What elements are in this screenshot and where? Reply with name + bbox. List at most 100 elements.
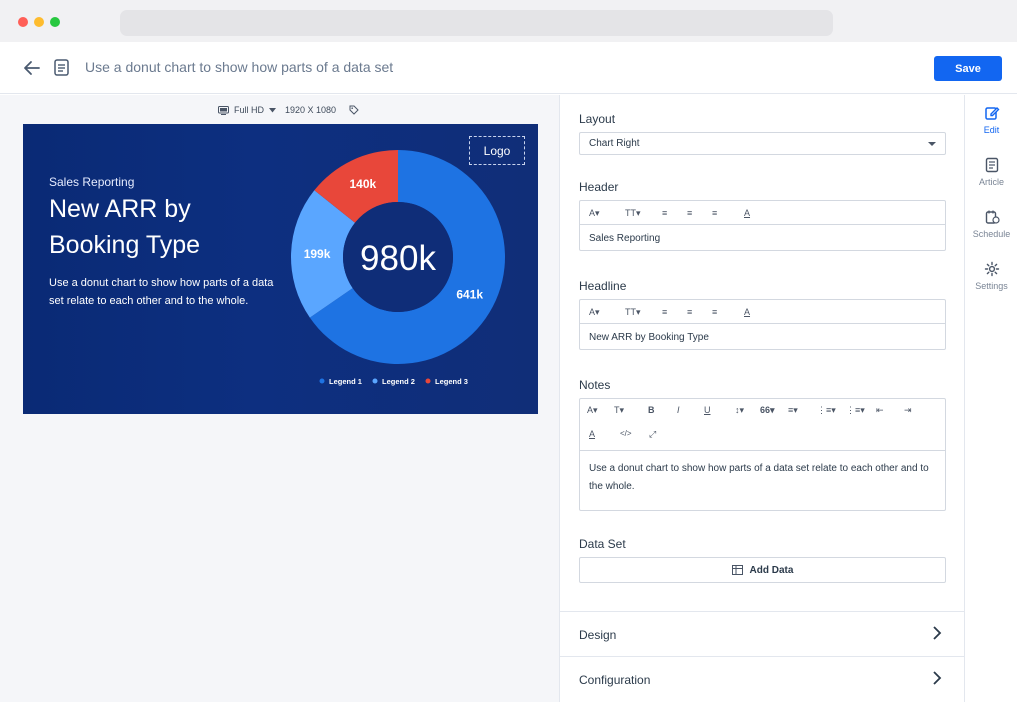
caret-down-icon — [928, 142, 936, 146]
maximize-window-button[interactable] — [50, 17, 60, 27]
settings-panel: Layout Chart Right Header A▾ TT▾ ≡ ≡ ≡ A… — [559, 95, 964, 702]
arrow-left-icon — [24, 61, 40, 75]
align-left-icon[interactable]: ≡ — [662, 307, 668, 317]
rail-article[interactable]: Article — [965, 157, 1017, 197]
app-header: Use a donut chart to show how parts of a… — [0, 42, 1017, 94]
slide-preview[interactable]: Sales Reporting New ARR by Booking Type … — [23, 124, 538, 414]
header-input[interactable]: Sales Reporting — [589, 233, 661, 244]
donut-slice-3 — [314, 150, 398, 223]
donut-hole — [343, 202, 453, 312]
headline-editor: A▾ TT▾ ≡ ≡ ≡ A New ARR by Booking Type — [579, 299, 946, 350]
dataset-label: Data Set — [579, 537, 626, 551]
legend-marker-2 — [372, 378, 378, 384]
font-family-button[interactable]: A▾ — [587, 405, 598, 415]
font-size-button[interactable]: TT▾ — [625, 208, 641, 218]
document-icon — [53, 58, 71, 78]
chevron-right-icon — [933, 671, 942, 685]
font-family-button[interactable]: A▾ — [589, 307, 600, 317]
align-button[interactable]: ≡▾ — [788, 405, 798, 415]
layout-select-value: Chart Right — [589, 138, 640, 149]
italic-button[interactable]: I — [677, 405, 680, 415]
layout-label: Layout — [579, 112, 616, 126]
resolution-dimensions: 1920 X 1080 — [285, 105, 337, 115]
align-center-icon[interactable]: ≡ — [687, 307, 693, 317]
rail-settings-label: Settings — [975, 281, 1008, 291]
unordered-list-icon[interactable]: ⋮≡▾ — [846, 405, 865, 415]
align-center-icon[interactable]: ≡ — [687, 208, 693, 218]
headline-toolbar: A▾ TT▾ ≡ ≡ ≡ A — [580, 300, 945, 324]
align-right-icon[interactable]: ≡ — [712, 307, 718, 317]
close-window-button[interactable] — [18, 17, 28, 27]
line-height-button[interactable]: ↕▾ — [735, 405, 745, 415]
header-label: Header — [579, 180, 619, 194]
legend-marker-3 — [425, 378, 431, 384]
rail-settings[interactable]: Settings — [965, 261, 1017, 301]
add-data-label: Add Data — [749, 564, 794, 576]
design-section[interactable]: Design — [560, 611, 964, 656]
headline-input[interactable]: New ARR by Booking Type — [589, 332, 709, 343]
header-toolbar: A▾ TT▾ ≡ ≡ ≡ A — [580, 201, 945, 225]
monitor-icon — [218, 105, 229, 115]
edit-icon — [984, 107, 999, 120]
header-editor: A▾ TT▾ ≡ ≡ ≡ A Sales Reporting — [579, 200, 946, 251]
right-rail: Edit Article Schedule — [964, 95, 1017, 702]
notes-input[interactable]: Use a donut chart to show how parts of a… — [589, 463, 929, 492]
document-title: Use a donut chart to show how parts of a… — [85, 59, 394, 75]
address-bar[interactable] — [120, 10, 833, 36]
legend-label-3: Legend 3 — [435, 377, 468, 386]
align-right-icon[interactable]: ≡ — [712, 208, 718, 218]
article-icon — [985, 157, 998, 173]
align-left-icon[interactable]: ≡ — [662, 208, 668, 218]
configuration-section[interactable]: Configuration — [560, 656, 964, 701]
donut-slice-1 — [309, 150, 505, 364]
quote-button[interactable]: 66▾ — [760, 405, 775, 415]
resolution-label: Full HD — [234, 105, 265, 115]
layout-select[interactable]: Chart Right — [579, 132, 946, 155]
back-button[interactable] — [20, 56, 44, 80]
resolution-selector[interactable]: Full HD 1920 X 1080 — [218, 103, 359, 117]
indent-icon[interactable]: ⇥ — [904, 405, 912, 415]
notes-toolbar: A▾ T▾ B I U ↕▾ 66▾ ≡▾ ⋮≡▾ ⋮≡▾ ⇤ ⇥ A </> … — [580, 399, 945, 451]
minimize-window-button[interactable] — [34, 17, 44, 27]
table-icon — [731, 565, 743, 575]
font-size-button[interactable]: TT▾ — [625, 307, 641, 317]
donut-center-value: 980k — [360, 239, 436, 278]
tag-icon[interactable] — [349, 105, 359, 115]
underline-button[interactable]: U — [704, 405, 711, 415]
legend-label-1: Legend 1 — [329, 377, 362, 386]
browser-titlebar — [0, 0, 1017, 42]
font-family-button[interactable]: A▾ — [589, 208, 600, 218]
text-color-icon[interactable]: A — [744, 208, 751, 218]
caret-down-icon — [269, 107, 277, 112]
headline-label: Headline — [579, 279, 627, 293]
save-button[interactable]: Save — [934, 56, 1002, 81]
text-color-icon[interactable]: A — [589, 429, 596, 439]
legend-label-2: Legend 2 — [382, 377, 415, 386]
donut-chart: 980k 641k 199k 140k Legend 1 Legend 2 Legend… — [290, 150, 505, 386]
ordered-list-icon[interactable]: ⋮≡▾ — [817, 405, 836, 415]
configuration-section-label: Configuration — [579, 673, 651, 687]
donut-slice-label-1: 641k — [456, 288, 483, 302]
bold-button[interactable]: B — [648, 405, 655, 415]
rail-schedule-label: Schedule — [972, 229, 1011, 239]
text-color-icon[interactable]: A — [744, 307, 751, 317]
notes-label: Notes — [579, 378, 611, 392]
design-section-label: Design — [579, 628, 617, 642]
rail-edit[interactable]: Edit — [965, 105, 1017, 145]
add-data-button[interactable]: Add Data — [579, 557, 946, 583]
code-view-icon[interactable]: </> — [620, 429, 632, 438]
logo-placeholder[interactable]: Logo — [469, 136, 525, 165]
fullscreen-icon[interactable]: ⤢ — [649, 429, 657, 439]
rail-schedule[interactable]: Schedule — [965, 209, 1017, 249]
donut-slice-label-2: 199k — [304, 247, 331, 261]
donut-slice-label-3: 140k — [350, 177, 377, 191]
chevron-right-icon — [933, 626, 942, 640]
schedule-icon — [985, 210, 1000, 224]
font-size-button[interactable]: T▾ — [614, 405, 625, 415]
outdent-icon[interactable]: ⇤ — [876, 405, 884, 415]
slide-headline: New ARR by Booking Type — [49, 195, 201, 259]
legend-marker-1 — [319, 378, 325, 384]
gear-icon — [984, 261, 999, 277]
notes-editor: A▾ T▾ B I U ↕▾ 66▾ ≡▾ ⋮≡▾ ⋮≡▾ ⇤ ⇥ A </> … — [579, 398, 946, 511]
